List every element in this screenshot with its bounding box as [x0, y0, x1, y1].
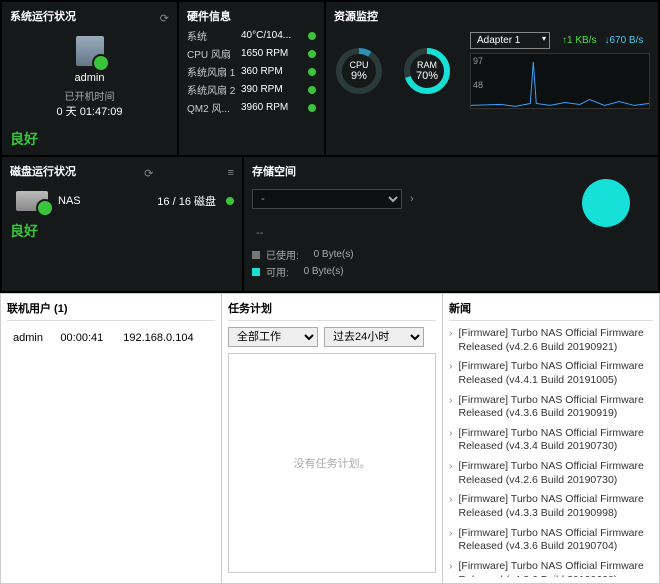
hw-name: 系统风扇 1 [187, 64, 237, 79]
refresh-icon[interactable]: ⟳ [160, 12, 169, 25]
menu-icon[interactable]: ≡ [228, 167, 234, 179]
resource-panel: 资源监控 CPU9% RAM70% Adapter 1 ↑1 KB/s ↓ [326, 2, 658, 155]
cpu-pct: 9% [351, 70, 367, 82]
news-item[interactable]: [Firmware] Turbo NAS Official Firmware R… [449, 560, 653, 577]
news-item[interactable]: [Firmware] Turbo NAS Official Firmware R… [449, 360, 653, 387]
uptime-value: 0 天 01:47:09 [56, 103, 122, 119]
network-chart: 97 48 [470, 53, 650, 109]
hw-value: 360 RPM [241, 66, 304, 77]
status-dot-icon [308, 68, 316, 76]
users-panel: 联机用户 (1) admin00:00:41192.168.0.104 [1, 294, 221, 583]
storage-title: 存储空间 [252, 163, 650, 179]
user-name: admin [9, 329, 54, 347]
nas-icon [16, 191, 48, 211]
tasks-title: 任务计划 [228, 300, 436, 321]
hw-row: QM2 风... 3960 RPM [187, 100, 316, 115]
system-user: admin [75, 72, 105, 84]
status-dot-icon [226, 197, 234, 205]
storage-panel: 存储空间 - › -- 已使用: 0 Byte(s) 可用: 0 Byte(s) [244, 157, 658, 291]
cpu-label: CPU [349, 60, 368, 70]
user-duration: 00:00:41 [56, 329, 117, 347]
storage-dash: -- [256, 227, 414, 239]
legend-avail-label: 可用: [266, 264, 289, 279]
status-dot-icon [308, 104, 316, 112]
ram-label: RAM [417, 60, 437, 70]
chevron-right-icon[interactable]: › [410, 193, 414, 205]
tasks-panel: 任务计划 全部工作 过去24小时 没有任务计划。 [222, 294, 442, 583]
status-dot-icon [308, 32, 316, 40]
news-text: [Firmware] Turbo NAS Official Firmware R… [459, 560, 654, 577]
news-item[interactable]: [Firmware] Turbo NAS Official Firmware R… [449, 327, 653, 354]
news-text: [Firmware] Turbo NAS Official Firmware R… [459, 493, 654, 520]
news-text: [Firmware] Turbo NAS Official Firmware R… [459, 527, 654, 554]
cpu-gauge: CPU9% [334, 46, 384, 96]
status-dot-icon [308, 50, 316, 58]
users-title: 联机用户 (1) [7, 300, 215, 321]
news-item[interactable]: [Firmware] Turbo NAS Official Firmware R… [449, 527, 653, 554]
news-item[interactable]: [Firmware] Turbo NAS Official Firmware R… [449, 493, 653, 520]
user-row[interactable]: admin00:00:41192.168.0.104 [9, 329, 213, 347]
news-text: [Firmware] Turbo NAS Official Firmware R… [459, 360, 654, 387]
news-text: [Firmware] Turbo NAS Official Firmware R… [459, 427, 654, 454]
hw-name: CPU 风扇 [187, 46, 237, 61]
hw-row: 系统 40°C/104... [187, 28, 316, 43]
ram-gauge: RAM70% [402, 46, 452, 96]
system-status-title: 系统运行状况 [10, 8, 76, 24]
upload-speed: ↑1 KB/s [562, 35, 596, 46]
hw-value: 3960 RPM [241, 102, 304, 113]
legend-avail-value: 0 Byte(s) [304, 266, 344, 277]
news-item[interactable]: [Firmware] Turbo NAS Official Firmware R… [449, 427, 653, 454]
adapter-select[interactable]: Adapter 1 [470, 32, 550, 49]
news-item[interactable]: [Firmware] Turbo NAS Official Firmware R… [449, 394, 653, 421]
task-time-select[interactable]: 过去24小时 [324, 327, 424, 347]
hw-name: 系统风扇 2 [187, 82, 237, 97]
server-icon [76, 36, 104, 66]
hw-row: 系统风扇 1 360 RPM [187, 64, 316, 79]
hardware-title: 硬件信息 [187, 8, 316, 24]
news-text: [Firmware] Turbo NAS Official Firmware R… [459, 394, 654, 421]
ram-pct: 70% [416, 70, 438, 82]
disk-title: 磁盘运行状况 [10, 163, 76, 179]
system-status-panel: 系统运行状况 ⟳ admin 已开机时间 0 天 01:47:09 良好 [2, 2, 177, 155]
hw-value: 390 RPM [241, 84, 304, 95]
uptime-label: 已开机时间 [65, 88, 115, 103]
hw-value: 1650 RPM [241, 48, 304, 59]
news-panel: 新闻 [Firmware] Turbo NAS Official Firmwar… [443, 294, 659, 583]
nas-name: NAS [58, 195, 81, 207]
hw-row: CPU 风扇 1650 RPM [187, 46, 316, 61]
hardware-panel: 硬件信息 系统 40°C/104... CPU 风扇 1650 RPM 系统风扇 1 36… [179, 2, 324, 155]
resource-title: 资源监控 [334, 8, 650, 24]
legend-used-label: 已使用: [266, 247, 299, 262]
disk-panel: 磁盘运行状况 ⟳ ≡ NAS 16 / 16 磁盘 良好 [2, 157, 242, 291]
news-text: [Firmware] Turbo NAS Official Firmware R… [459, 327, 654, 354]
hw-value: 40°C/104... [241, 30, 304, 41]
legend-avail-icon [252, 268, 260, 276]
legend-used-icon [252, 251, 260, 259]
disk-count: 16 / 16 磁盘 [157, 193, 216, 209]
hw-row: 系统风扇 2 390 RPM [187, 82, 316, 97]
task-empty-state: 没有任务计划。 [228, 353, 436, 573]
download-speed: ↓670 B/s [604, 35, 643, 46]
news-title: 新闻 [449, 300, 653, 321]
status-dot-icon [308, 86, 316, 94]
news-item[interactable]: [Firmware] Turbo NAS Official Firmware R… [449, 460, 653, 487]
hw-name: 系统 [187, 28, 237, 43]
task-filter-select[interactable]: 全部工作 [228, 327, 318, 347]
volume-select[interactable]: - [252, 189, 402, 209]
user-ip: 192.168.0.104 [119, 329, 213, 347]
disk-status-text: 良好 [10, 221, 38, 241]
legend-used-value: 0 Byte(s) [314, 249, 354, 260]
hw-name: QM2 风... [187, 100, 237, 115]
refresh-icon[interactable]: ⟳ [144, 167, 153, 180]
news-text: [Firmware] Turbo NAS Official Firmware R… [459, 460, 654, 487]
system-status-text: 良好 [10, 129, 38, 149]
storage-pie-icon [582, 179, 630, 227]
